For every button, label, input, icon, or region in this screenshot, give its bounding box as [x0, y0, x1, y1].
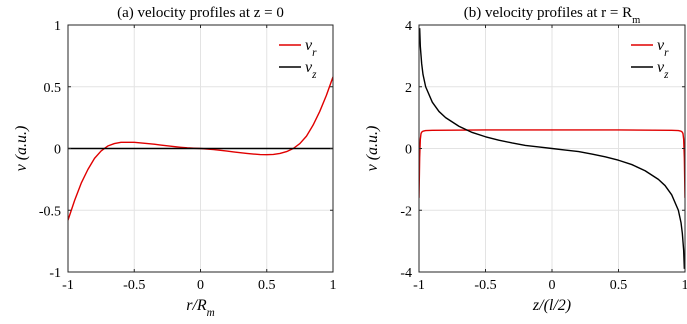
legend-label-v-z: vz — [305, 59, 317, 81]
x-tick-label: 0.5 — [610, 278, 628, 293]
y-tick-label: 0.5 — [44, 81, 62, 96]
y-axis-label: v (a.u.) — [364, 126, 381, 172]
x-tick-label: -0.5 — [123, 278, 145, 293]
panel-b: -1 -0.5 0 0.5 1 -4 -2 0 2 4 (b) velocity profiles … — [364, 5, 687, 314]
x-tick-label: -1 — [413, 278, 425, 293]
chart-title: (a) velocity profiles at z = 0 — [117, 5, 284, 21]
x-axis-label: r/Rm — [186, 297, 215, 319]
y-tick-label: 4 — [405, 19, 412, 34]
x-axis-label: z/(l/2) — [532, 297, 571, 314]
x-tick-label: 0.5 — [258, 278, 276, 293]
x-tick-label: 1 — [682, 278, 687, 293]
chart-title: (b) velocity profiles at r = Rm — [464, 5, 641, 26]
legend-label-v-z: vz — [657, 59, 669, 81]
legend-label-v-r: vr — [305, 37, 317, 59]
y-axis-label: v (a.u.) — [13, 126, 30, 172]
series-line-v-z — [419, 28, 685, 269]
y-tick-label: -1 — [49, 266, 61, 281]
series-line-v-r — [419, 129, 685, 198]
y-tick-label: 1 — [54, 19, 61, 34]
panel-a: -1 -0.5 0 0.5 1 -1 -0.5 0 0.5 1 (a) velocity profi… — [13, 5, 337, 319]
x-tick-label: -1 — [62, 278, 74, 293]
x-tick-label: 0 — [197, 278, 204, 293]
y-tick-label: 2 — [405, 81, 412, 96]
y-tick-label: 0 — [54, 143, 61, 158]
legend-box — [277, 31, 331, 75]
x-tick-label: 0 — [549, 278, 556, 293]
y-tick-label: -0.5 — [39, 204, 61, 219]
y-tick-label: -4 — [400, 266, 412, 281]
legend-box — [629, 31, 683, 75]
x-tick-label: -0.5 — [474, 278, 496, 293]
y-tick-label: -2 — [400, 204, 412, 219]
y-tick-label: 0 — [405, 143, 412, 158]
legend-label-v-r: vr — [657, 37, 669, 59]
x-tick-label: 1 — [330, 278, 337, 293]
